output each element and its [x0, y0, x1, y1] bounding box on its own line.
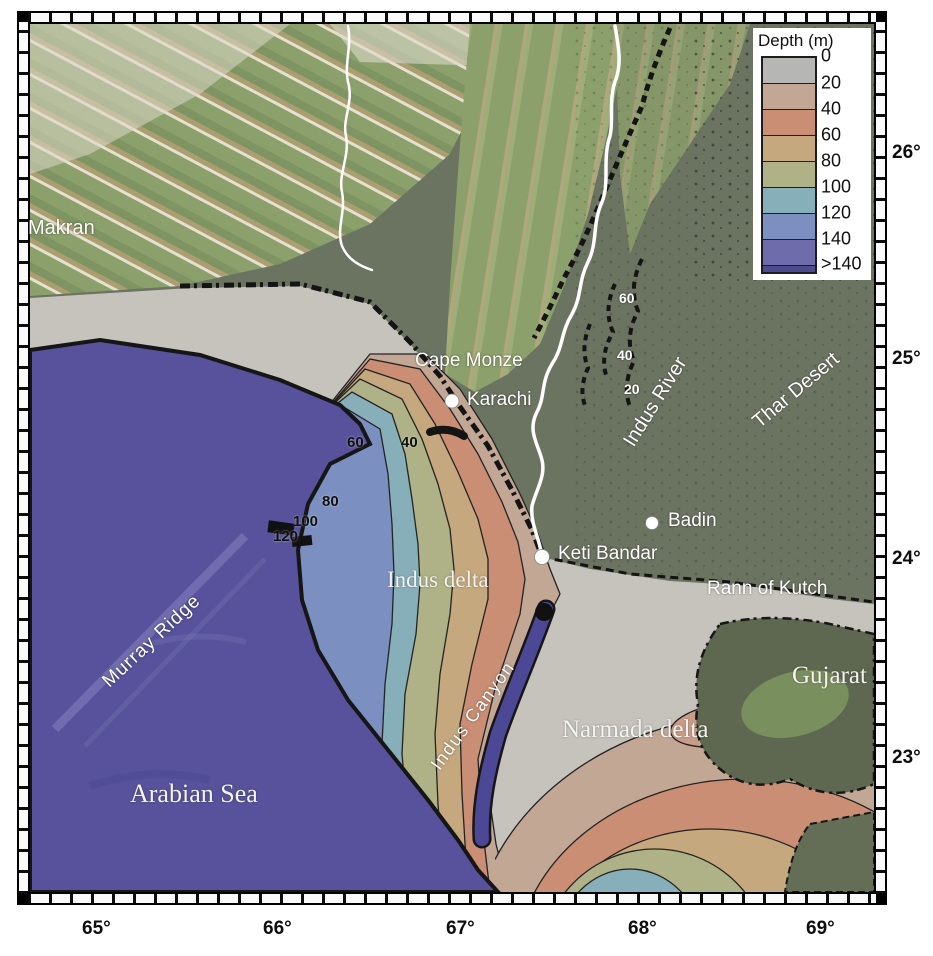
- label-gujarat: Gujarat: [792, 662, 867, 689]
- contour-label-shelf-40: 40: [401, 434, 418, 451]
- legend-band-60-80: [763, 136, 815, 162]
- frame-rungs-top: [28, 13, 876, 22]
- x-axis-tick-66: 66°: [263, 918, 292, 939]
- y-axis-tick-25: 25°: [892, 348, 921, 369]
- murray-ridge-streak: [51, 532, 249, 733]
- west-river-line: [338, 24, 374, 272]
- frame-rungs-left: [19, 22, 28, 894]
- legend-tick-120: 120: [821, 202, 852, 223]
- makran-mountains: [30, 24, 510, 296]
- indus-river-line: [530, 24, 621, 559]
- map-terrain: [30, 24, 874, 892]
- map-canvas: [28, 22, 876, 894]
- karachi-marker: [444, 393, 460, 409]
- x-axis-tick-67: 67°: [446, 918, 475, 939]
- arabian-sea-deep: [30, 337, 501, 892]
- legend-band-120-140: [763, 214, 815, 240]
- x-axis-tick-65: 65°: [82, 918, 111, 939]
- contour-label-shelf-100: 100: [293, 513, 319, 530]
- label-narmada-delta: Narmada delta: [562, 716, 709, 743]
- keti-bandar-marker: [534, 549, 550, 565]
- legend-band-0-20: [763, 58, 815, 84]
- frame-rungs-bottom: [28, 894, 876, 903]
- depth-legend: Depth (m) 0 20 40 60 80 100 120 140 >140: [753, 28, 871, 280]
- label-cape-monze: Cape Monze: [415, 350, 523, 371]
- contour-label-land-20: 20: [624, 381, 640, 397]
- y-axis-tick-26: 26°: [892, 142, 921, 163]
- legend-band-gt140: [763, 266, 815, 272]
- legend-tick-100: 100: [821, 176, 852, 197]
- legend-tick-80: 80: [821, 150, 842, 171]
- y-axis-tick-23: 23°: [892, 747, 921, 768]
- label-indus-delta: Indus delta: [387, 567, 489, 592]
- legend-band-140: [763, 240, 815, 266]
- legend-band-20-40: [763, 84, 815, 110]
- label-makran: Makran: [28, 217, 95, 239]
- black-marks: [267, 520, 313, 548]
- x-axis-tick-69: 69°: [806, 918, 835, 939]
- legend-tick-40: 40: [821, 98, 842, 119]
- contour-label-shelf-60: 60: [347, 434, 364, 451]
- indus-canyon-channel: [472, 599, 556, 849]
- label-rann-of-kutch: Rann of Kutch: [707, 578, 828, 599]
- frame-rungs-right: [876, 22, 885, 894]
- contour-label-shelf-80: 80: [322, 493, 339, 510]
- legend-tick-20: 20: [821, 72, 842, 93]
- gujarat-land: [695, 616, 874, 892]
- contour-label-shelf-120: 120: [273, 528, 299, 545]
- legend-tick-gt140: >140: [821, 253, 862, 274]
- label-badin: Badin: [668, 510, 717, 531]
- label-arabian-sea: Arabian Sea: [130, 779, 258, 808]
- contour-label-land-40: 40: [617, 347, 633, 363]
- legend-title: Depth (m): [758, 31, 834, 50]
- legend-tick-60: 60: [821, 124, 842, 145]
- legend-tick-140: 140: [821, 228, 852, 249]
- legend-band-40-60: [763, 110, 815, 136]
- x-axis-tick-68: 68°: [628, 918, 657, 939]
- label-karachi: Karachi: [467, 389, 532, 410]
- legend-color-bar: [761, 56, 817, 274]
- legend-band-100-120: [763, 188, 815, 214]
- y-axis-tick-24: 24°: [892, 548, 921, 569]
- label-keti-bandar: Keti Bandar: [558, 543, 658, 564]
- rivers: [338, 24, 621, 559]
- contour-label-land-60: 60: [619, 290, 635, 306]
- legend-band-80-100: [763, 162, 815, 188]
- legend-tick-0: 0: [821, 45, 832, 66]
- city-markers: [444, 393, 659, 565]
- badin-marker: [645, 516, 659, 530]
